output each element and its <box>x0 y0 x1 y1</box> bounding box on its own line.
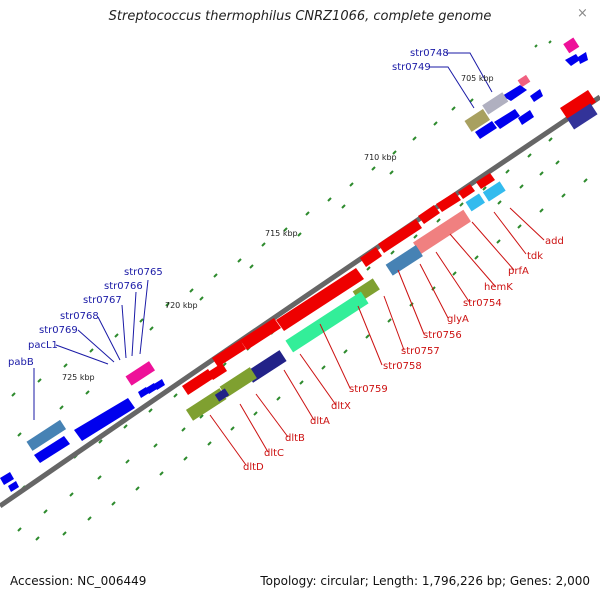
gene-reverse-red <box>240 318 281 350</box>
reverse-genes <box>182 90 598 421</box>
gene-label-prfA[interactable]: prfA <box>508 266 529 277</box>
gene-forward-blue <box>0 472 14 485</box>
gene-pink <box>125 361 156 386</box>
gene-label-str0766[interactable]: str0766 <box>104 281 143 292</box>
gene-reverse-red <box>560 90 596 120</box>
gene-label-str0768[interactable]: str0768 <box>60 311 99 322</box>
gene-reverse-red <box>458 184 475 199</box>
gene-label-str0767[interactable]: str0767 <box>83 295 122 306</box>
gene-forward-blue <box>146 383 157 394</box>
kbp-label-705: 705 kbp <box>461 74 494 83</box>
gene-reverse-red <box>418 205 440 224</box>
close-icon[interactable]: × <box>577 6 588 21</box>
genome-summary-text: Topology: circular; Length: 1,796,226 bp… <box>260 574 590 588</box>
gene-forward-blue <box>74 398 135 441</box>
kbp-label-715: 715 kbp <box>265 229 298 238</box>
gene-forward-blue <box>475 121 497 139</box>
gene-forward-blue <box>8 481 19 492</box>
gene-label-dltC[interactable]: dltC <box>264 448 284 459</box>
gene-forward-blue <box>494 109 520 129</box>
gene-reverse-red <box>378 219 422 253</box>
gene-forward-blue <box>502 85 527 101</box>
gene-label-tdk[interactable]: tdk <box>527 251 543 262</box>
gene-darkblue <box>566 103 598 130</box>
genome-backbone <box>0 94 600 509</box>
gene-reverse-red <box>476 173 495 189</box>
kbp-label-720: 720 kbp <box>165 301 198 310</box>
gene-salmon <box>413 209 471 255</box>
gene-steelblue <box>385 245 423 276</box>
gene-darkblue <box>214 388 230 402</box>
gene-label-str0749[interactable]: str0749 <box>392 62 431 73</box>
gene-label-str0765[interactable]: str0765 <box>124 267 163 278</box>
gene-forward-blue <box>578 52 588 64</box>
gene-label-dltA[interactable]: dltA <box>310 416 330 427</box>
gene-mint <box>285 291 369 353</box>
gene-forward-blue <box>34 436 70 463</box>
gene-label-str0754[interactable]: str0754 <box>463 298 502 309</box>
map-title: Streptococcus thermophilus CNRZ1066, com… <box>108 9 492 24</box>
gene-label-dltX[interactable]: dltX <box>331 401 351 412</box>
gene-olive <box>219 367 257 398</box>
gene-label-hemK[interactable]: hemK <box>484 282 513 293</box>
gene-olive <box>464 108 491 132</box>
gene-reverse-red <box>208 363 227 380</box>
gene-label-dltB[interactable]: dltB <box>285 433 305 444</box>
gene-darkblue <box>245 350 287 383</box>
gene-reverse-red <box>212 340 246 367</box>
lower-callouts <box>209 207 545 466</box>
gene-pink <box>563 37 580 54</box>
gene-steelblue <box>26 419 67 451</box>
tick-marks <box>11 40 588 541</box>
kbp-label-710: 710 kbp <box>364 153 397 162</box>
gene-forward-blue <box>138 387 149 398</box>
gene-label-str0756[interactable]: str0756 <box>423 330 462 341</box>
gene-label-glyA[interactable]: glyA <box>447 314 469 325</box>
gene-forward-blue <box>565 54 580 66</box>
gene-skyblue <box>465 193 485 212</box>
forward-genes <box>0 37 588 492</box>
gene-label-pacL1[interactable]: pacL1 <box>28 340 58 351</box>
gene-reverse-red <box>276 268 364 331</box>
gene-reverse-red <box>182 369 214 395</box>
gene-grey <box>482 92 509 115</box>
gene-label-dltD[interactable]: dltD <box>243 462 264 473</box>
kbp-label-725: 725 kbp <box>62 373 95 382</box>
gene-label-pabB[interactable]: pabB <box>8 357 34 368</box>
accession-text: Accession: NC_006449 <box>10 574 147 588</box>
gene-label-str0759[interactable]: str0759 <box>349 384 388 395</box>
gene-label-str0769[interactable]: str0769 <box>39 325 78 336</box>
gene-reverse-red <box>360 247 382 267</box>
gene-skyblue <box>482 181 506 202</box>
gene-reverse-red <box>436 192 461 212</box>
gene-forward-blue <box>530 89 543 102</box>
gene-label-str0757[interactable]: str0757 <box>401 346 440 357</box>
gene-label-str0748[interactable]: str0748 <box>410 48 449 59</box>
upper-callouts <box>33 52 493 420</box>
gene-pink-light <box>517 74 531 88</box>
gene-forward-blue <box>518 110 534 125</box>
gene-forward-blue <box>154 379 165 390</box>
gene-label-add[interactable]: add <box>545 236 564 247</box>
gene-label-str0758[interactable]: str0758 <box>383 361 422 372</box>
